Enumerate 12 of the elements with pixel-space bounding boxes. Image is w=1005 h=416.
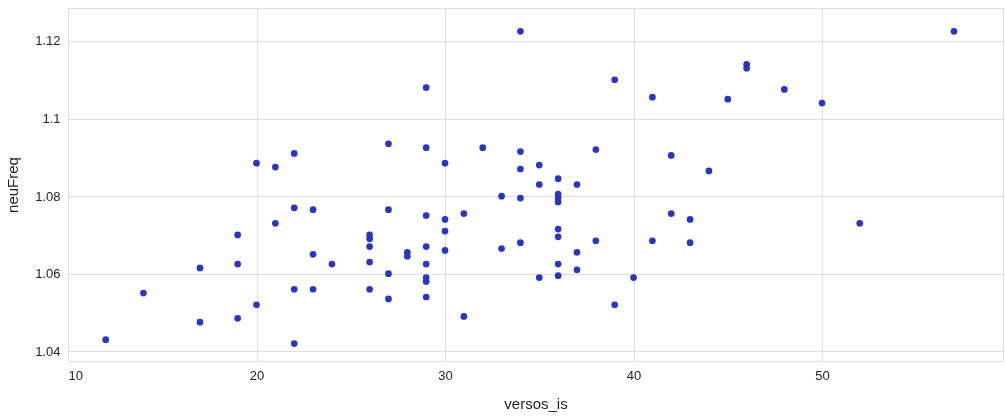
y-tick-label: 1.08 [35,188,61,204]
y-tick-label: 1.04 [35,343,61,359]
x-tick-label: 40 [626,367,642,383]
y-tick-label: 1.1 [42,111,61,127]
x-axis-title: versos_is [504,394,568,412]
y-axis-title: neuFreq [4,157,22,213]
y-tick-label: 1.06 [35,266,61,282]
x-tick-label: 10 [68,367,83,383]
x-tick-label: 50 [815,367,830,383]
x-tick-label: 20 [249,367,265,383]
y-tick-label: 1.12 [35,33,61,49]
x-tick-label: 30 [438,367,453,383]
